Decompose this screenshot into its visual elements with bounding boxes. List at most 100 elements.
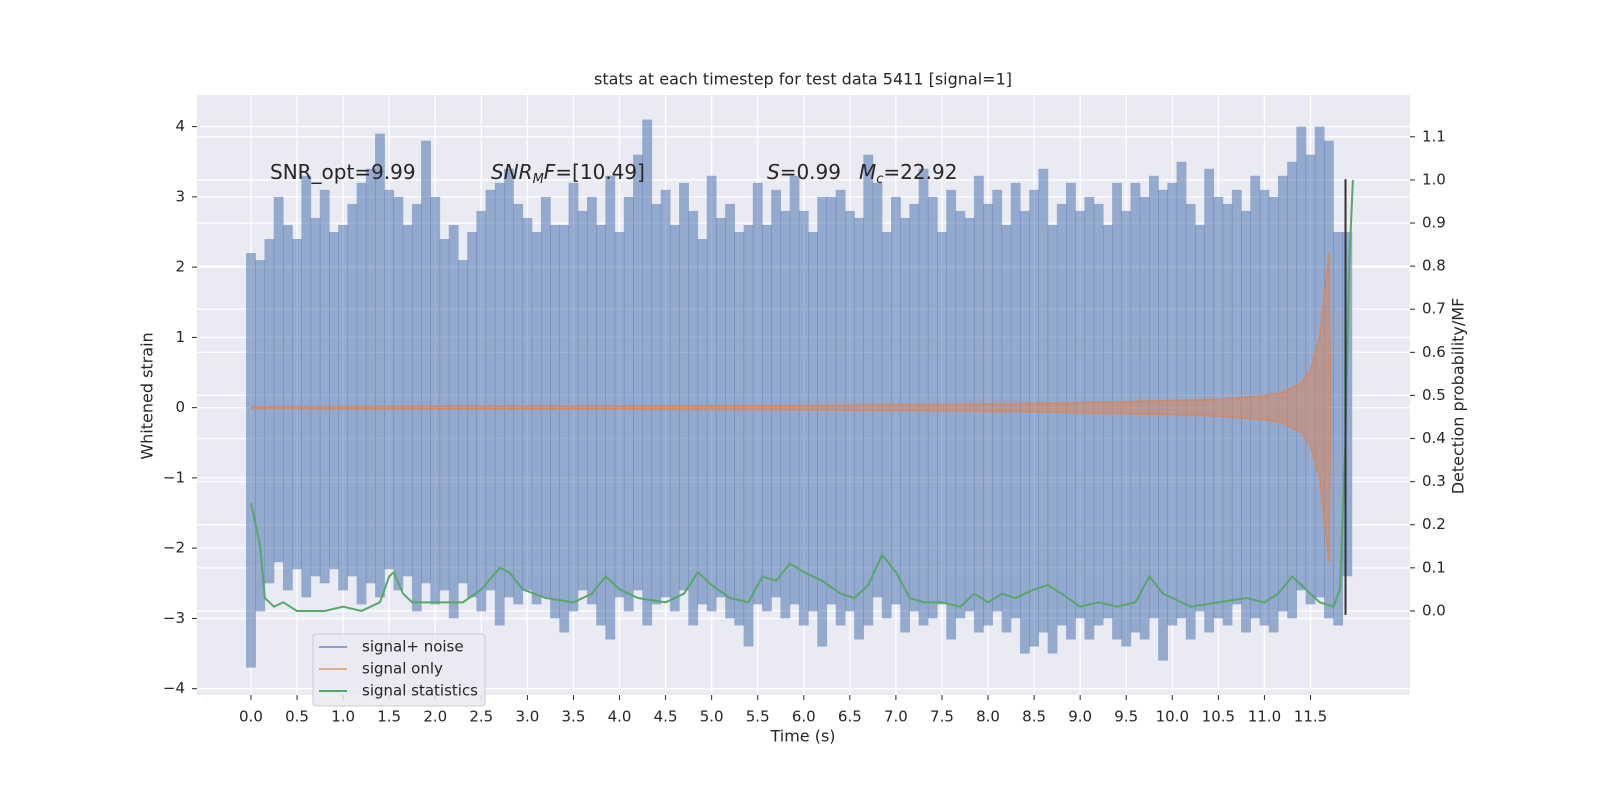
annotation: Mc=22.92	[859, 160, 957, 187]
annotation-part: M	[859, 160, 876, 184]
noise-bin	[1139, 196, 1150, 640]
noise-bin	[246, 253, 256, 668]
noise-bin	[568, 182, 579, 612]
annotation-part: =[10.49]	[555, 160, 645, 184]
noise-bin	[688, 210, 699, 626]
x-tick-label: 10.0	[1156, 708, 1189, 726]
x-tick-label: 2.0	[423, 708, 447, 726]
noise-bin	[872, 182, 883, 598]
x-tick-label: 9.0	[1068, 708, 1092, 726]
annotation: SNRMF=[10.49]	[491, 160, 645, 187]
y2-tick-label: 0.0	[1422, 601, 1446, 619]
annotation-part: M	[533, 172, 544, 187]
noise-bin	[983, 203, 993, 626]
noise-bin	[614, 232, 625, 598]
legend-label: signal only	[362, 660, 443, 678]
noise-bin	[467, 232, 478, 598]
noise-bin	[743, 224, 754, 647]
annotation-part: =22.92	[883, 160, 957, 184]
noise-bin	[937, 232, 947, 605]
noise-bin	[697, 239, 708, 605]
noise-bin	[1056, 203, 1067, 626]
y2-axis-label: Detection probability/MF	[1449, 298, 1468, 495]
noise-bin	[273, 196, 284, 563]
annotation-part: c	[876, 172, 883, 187]
noise-bin	[485, 189, 496, 591]
noise-bin	[1241, 210, 1251, 633]
noise-bin	[255, 260, 266, 612]
noise-bin	[660, 189, 671, 598]
noise-bin	[725, 203, 735, 619]
noise-bin	[881, 232, 892, 619]
y-tick-label: −1	[163, 468, 185, 486]
noise-bin	[642, 119, 653, 626]
x-tick-label: 3.0	[515, 708, 539, 726]
y-tick-label: 4	[175, 117, 185, 135]
x-axis-label: Time (s)	[769, 727, 835, 746]
noise-bin	[393, 196, 404, 591]
noise-bin	[1001, 224, 1012, 633]
noise-bin	[1029, 189, 1040, 647]
noise-bin	[1185, 203, 1196, 640]
annotation-part: F	[544, 160, 556, 184]
noise-bin	[817, 196, 828, 647]
noise-bin	[891, 196, 901, 605]
noise-bin	[540, 196, 551, 598]
y2-tick-label: 0.5	[1422, 386, 1446, 404]
legend-label: signal statistics	[362, 682, 478, 700]
noise-bin	[1158, 189, 1168, 661]
y-tick-label: 2	[175, 258, 185, 276]
noise-bin	[1038, 168, 1049, 633]
x-tick-label: 11.0	[1248, 708, 1281, 726]
noise-bin	[734, 232, 745, 626]
noise-bin	[347, 203, 358, 577]
noise-bin	[1047, 224, 1058, 654]
x-tick-label: 10.5	[1202, 708, 1235, 726]
noise-bin	[900, 217, 911, 633]
x-tick-label: 2.5	[469, 708, 493, 726]
noise-bin	[513, 203, 524, 605]
noise-bin	[448, 224, 459, 619]
noise-bin	[301, 175, 312, 598]
y2-tick-label: 0.8	[1422, 257, 1446, 275]
signal-fill	[250, 253, 1331, 563]
noise-bin	[623, 196, 634, 612]
y2-tick-label: 0.4	[1422, 429, 1446, 447]
noise-bin	[1333, 232, 1344, 626]
noise-bin	[1075, 210, 1086, 619]
marks: SNR_opt=9.99 SNRMF=[10.49] S=0.99 Mc=22.92	[246, 119, 1354, 668]
noise-bin	[1010, 182, 1021, 619]
noise-bin	[1093, 203, 1104, 626]
y2-tick-label: 0.1	[1422, 558, 1446, 576]
noise-bin	[918, 168, 929, 626]
axes: 0.0 0.5 1.0 1.5 2.0 2.5 3.0 3.5 4.0 4.5 5.0 5.5 6.0 6…	[163, 117, 1446, 725]
y2-tick-label: 1.1	[1422, 127, 1446, 145]
noise-bin	[1148, 175, 1159, 619]
noise-bin	[439, 239, 450, 591]
y2-tick-label: 0.7	[1422, 300, 1446, 318]
noise-bin	[844, 210, 855, 612]
noise-bin	[356, 182, 367, 605]
x-tick-label: 3.5	[562, 708, 586, 726]
x-tick-label: 11.5	[1294, 708, 1327, 726]
stat-line	[250, 179, 1354, 613]
noise-bin	[651, 203, 662, 605]
noise-bin	[1019, 210, 1030, 654]
x-tick-label: 7.5	[930, 708, 954, 726]
x-tick-label: 0.5	[285, 708, 309, 726]
noise-bin	[771, 189, 782, 598]
noise-bin	[1102, 224, 1113, 619]
x-tick-label: 7.0	[884, 708, 908, 726]
y-tick-label: −2	[163, 539, 185, 557]
noise-bin	[421, 140, 431, 584]
noise-bin	[494, 182, 505, 626]
y2-tick-label: 0.6	[1422, 343, 1446, 361]
noise-bin	[596, 224, 606, 626]
annotation: S=0.99	[767, 160, 841, 184]
y2-tick-label: 0.9	[1422, 214, 1446, 232]
noise-bin	[559, 224, 570, 633]
x-tick-label: 5.5	[746, 708, 770, 726]
noise-bin	[992, 189, 1003, 612]
noise-bin	[854, 217, 864, 640]
